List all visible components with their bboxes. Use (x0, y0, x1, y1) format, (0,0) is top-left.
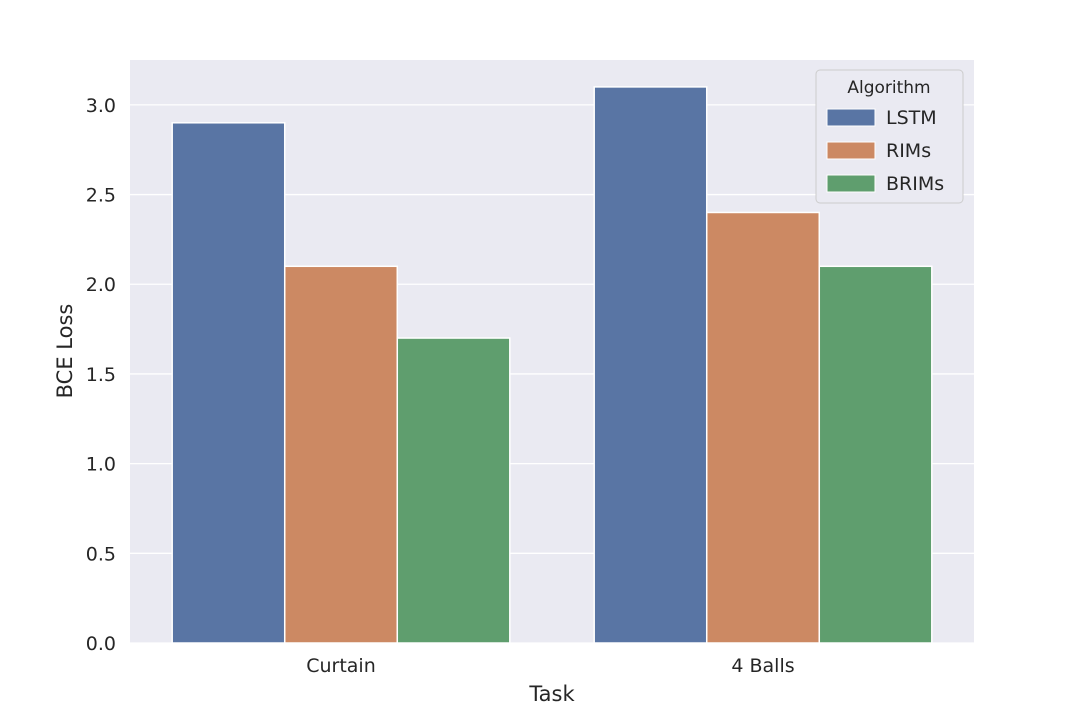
legend-label-brims: BRIMs (886, 173, 944, 195)
bar-brims-0 (396, 337, 511, 644)
legend-frame (815, 69, 964, 204)
y-axis-ticks: 0.0 0.5 1.0 1.5 2.0 2.5 3.0 (86, 95, 116, 655)
y-tick-label: 0.5 (86, 543, 116, 565)
y-tick-label: 2.5 (86, 185, 116, 207)
legend-items: LSTM RIMs BRIMs (826, 107, 944, 195)
bar-rims-0 (283, 265, 399, 644)
y-tick-label: 3.0 (86, 95, 116, 117)
y-axis-label: BCE Loss (53, 304, 77, 399)
bar-brims-1 (818, 265, 933, 644)
x-axis-label: Task (528, 682, 575, 706)
bars (171, 86, 933, 644)
legend-label-lstm: LSTM (886, 107, 937, 129)
bar-lstm-0 (171, 122, 286, 644)
x-axis-ticks: Curtain 4 Balls (306, 655, 794, 677)
y-tick-label: 0.0 (86, 633, 116, 655)
y-tick-label: 1.5 (86, 364, 116, 386)
legend-swatch-brims (826, 174, 876, 193)
y-tick-label: 1.0 (86, 454, 116, 476)
x-tick-label: Curtain (306, 655, 376, 677)
x-tick-label: 4 Balls (731, 655, 794, 677)
legend-title: Algorithm (847, 78, 930, 98)
bar-rims-1 (705, 211, 821, 644)
legend-swatch-rims (826, 141, 876, 160)
legend: Algorithm LSTM RIMs BRIMs (815, 69, 964, 204)
y-tick-label: 2.0 (86, 274, 116, 296)
legend-swatch-lstm (826, 108, 876, 127)
bar-lstm-1 (593, 86, 708, 644)
legend-label-rims: RIMs (886, 140, 931, 162)
